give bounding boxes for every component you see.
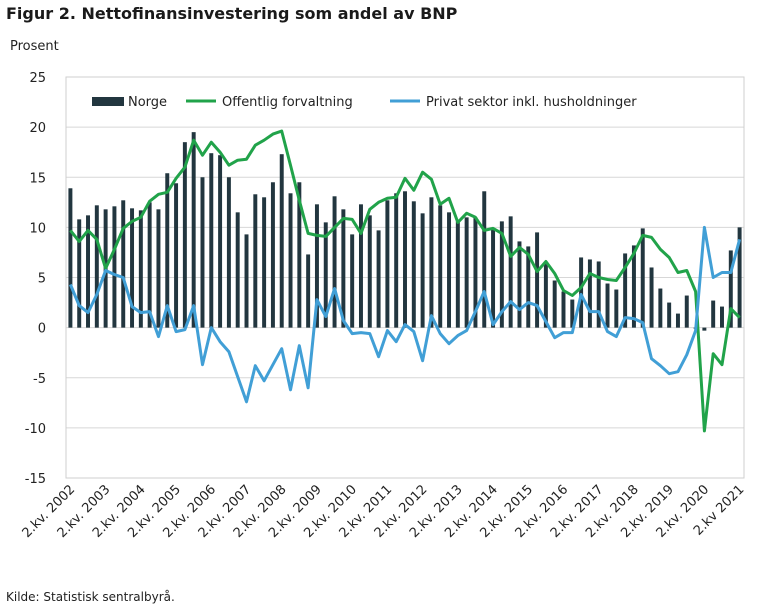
- bar-norge: [218, 155, 223, 328]
- bar-norge: [684, 295, 689, 328]
- bar-norge: [526, 246, 531, 328]
- bar-norge: [367, 215, 372, 328]
- y-tick-label: -5: [33, 372, 46, 387]
- bar-norge: [570, 299, 575, 328]
- bar-norge: [702, 327, 707, 331]
- bar-norge: [614, 289, 619, 328]
- bar-norge: [94, 205, 99, 328]
- bar-norge: [121, 200, 126, 328]
- bar-norge: [411, 201, 416, 328]
- bar-norge: [262, 197, 267, 328]
- bar-norge: [649, 267, 654, 328]
- legend-swatch-norge: [92, 97, 124, 106]
- bar-norge: [165, 173, 170, 328]
- bar-norge: [394, 193, 399, 328]
- bar-norge: [552, 280, 557, 328]
- y-tick-label: -10: [25, 422, 46, 437]
- y-tick-label: 25: [29, 71, 46, 86]
- bar-norge: [147, 202, 152, 328]
- bar-norge: [332, 196, 337, 328]
- y-axis-unit-label: Prosent: [10, 39, 59, 54]
- legend-label-offentlig: Offentlig forvaltning: [222, 95, 353, 110]
- y-tick-label: 10: [29, 221, 46, 236]
- bar-norge: [174, 183, 179, 328]
- bar-norge: [579, 257, 584, 328]
- bar-norge: [314, 204, 319, 328]
- bar-norge: [631, 245, 636, 328]
- bar-norge: [517, 241, 522, 328]
- series-lines: [69, 129, 742, 433]
- line-offentlig-forvaltning: [69, 129, 741, 433]
- legend: Norge Offentlig forvaltning Privat sekto…: [92, 95, 637, 110]
- bar-norge: [244, 234, 249, 328]
- bar-norge: [667, 302, 672, 328]
- bar-norge: [341, 209, 346, 328]
- bar-norge: [482, 191, 487, 328]
- bar-norge: [535, 232, 540, 328]
- bar-norge: [306, 254, 311, 328]
- y-tick-label: 20: [29, 121, 46, 136]
- bar-norge: [288, 193, 293, 328]
- chart-title: Figur 2. Nettofinansinvestering som ande…: [6, 4, 458, 23]
- bar-norge: [376, 230, 381, 328]
- bar-norge: [473, 217, 478, 328]
- y-tick-label: 15: [29, 171, 46, 186]
- bar-norge: [561, 291, 566, 328]
- y-tick-label: 5: [38, 272, 46, 287]
- bar-norge: [270, 182, 275, 328]
- bar-norge: [226, 177, 231, 328]
- bar-norge: [640, 228, 645, 328]
- bar-norge: [429, 197, 434, 328]
- bar-norge: [297, 182, 302, 328]
- y-tick-label: 0: [38, 322, 46, 337]
- bar-norge: [200, 177, 205, 328]
- bar-norge: [68, 188, 73, 328]
- bar-norge: [253, 194, 258, 328]
- bar-norge: [587, 259, 592, 328]
- bar-norge: [420, 213, 425, 328]
- bar-norge: [543, 262, 548, 328]
- bar-norge: [138, 210, 143, 328]
- bar-norge: [403, 191, 407, 328]
- norge-bars: [68, 132, 742, 331]
- bar-norge: [235, 212, 240, 328]
- bar-norge: [279, 154, 284, 328]
- bar-norge: [77, 219, 82, 328]
- bar-norge: [596, 261, 601, 328]
- bar-norge: [156, 209, 161, 328]
- line-privat-sektor: [69, 225, 742, 404]
- bar-norge: [112, 206, 117, 328]
- source-note: Kilde: Statistisk sentralbyrå.: [6, 590, 175, 604]
- legend-label-privat: Privat sektor inkl. husholdninger: [426, 95, 637, 110]
- bar-norge: [130, 208, 135, 328]
- bar-norge: [358, 204, 363, 328]
- bar-norge: [728, 250, 733, 328]
- plot-frame: [65, 76, 745, 479]
- bar-norge: [675, 313, 680, 328]
- bar-norge: [499, 221, 504, 328]
- bar-norge: [350, 234, 355, 328]
- bar-norge: [86, 215, 90, 328]
- bar-norge: [182, 142, 187, 328]
- bar-norge: [720, 306, 724, 328]
- bar-norge: [491, 228, 496, 328]
- bar-norge: [191, 132, 196, 328]
- bar-norge: [323, 222, 328, 328]
- bar-norge: [508, 216, 513, 328]
- bar-norge: [209, 153, 214, 328]
- bar-norge: [455, 221, 460, 328]
- bar-norge: [447, 212, 452, 328]
- bar-norge: [385, 200, 390, 328]
- y-tick-label: -15: [25, 472, 46, 487]
- bar-norge: [605, 283, 610, 328]
- bar-norge: [464, 217, 469, 328]
- bar-norge: [737, 227, 742, 328]
- legend-label-norge: Norge: [128, 95, 167, 110]
- bar-norge: [658, 288, 663, 328]
- bar-norge: [711, 300, 716, 328]
- bar-norge: [438, 205, 443, 328]
- bar-norge: [623, 253, 628, 328]
